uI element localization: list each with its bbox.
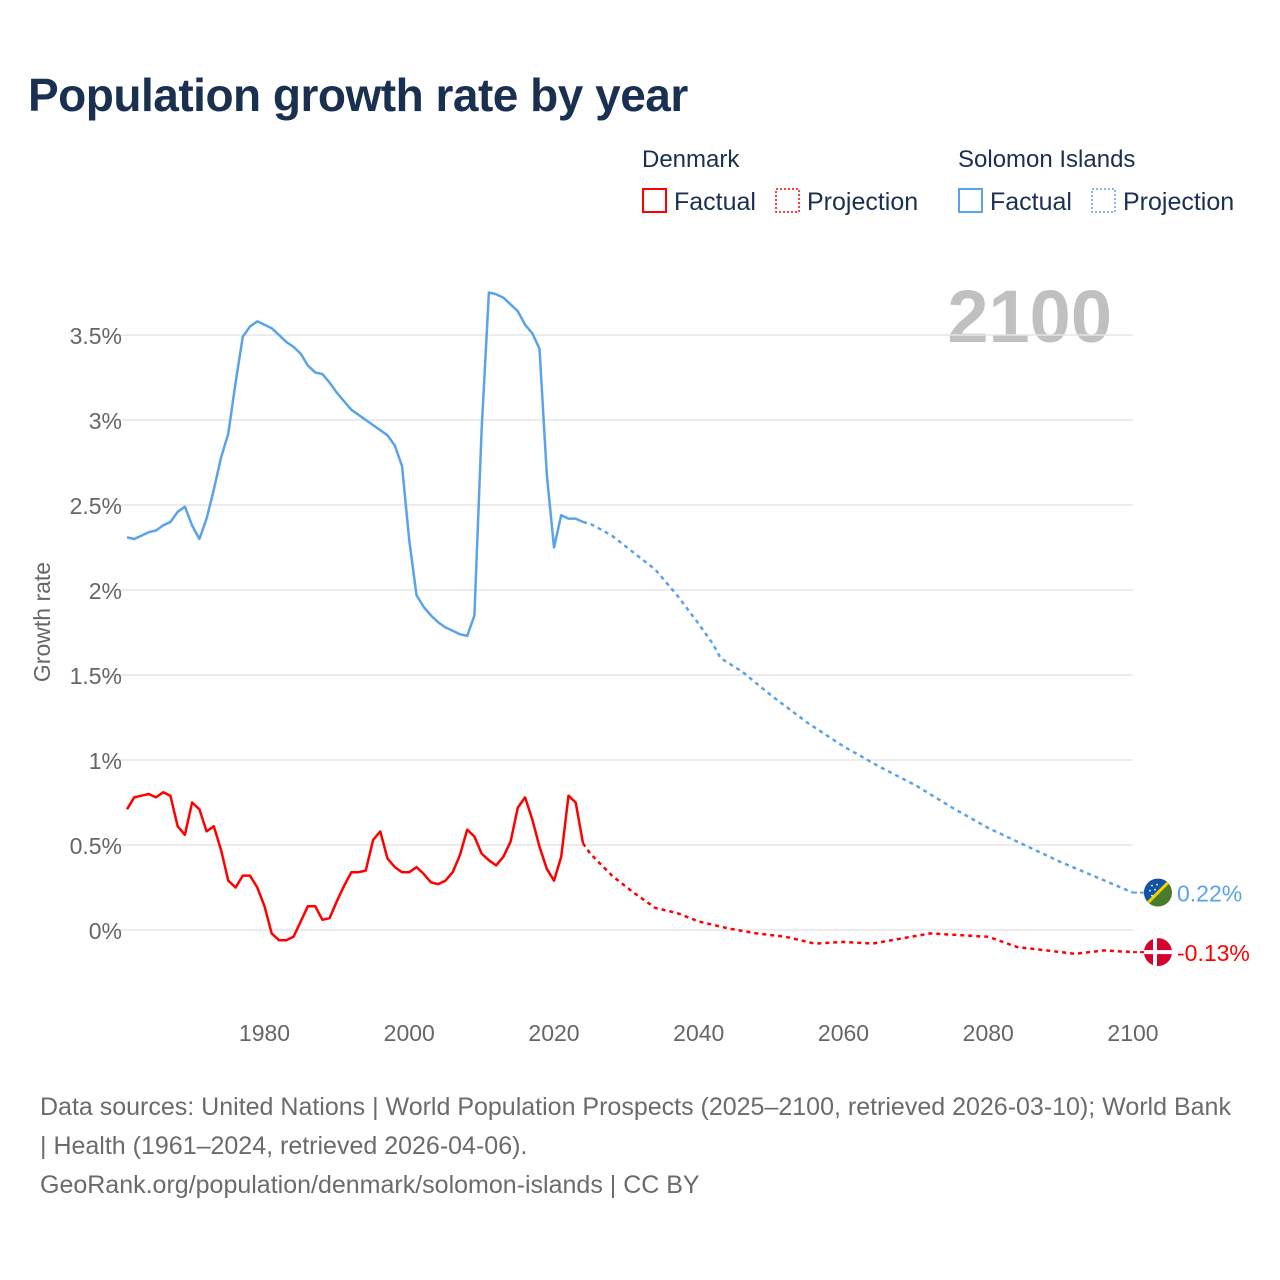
legend-factual-swatch [958, 188, 983, 213]
legend-projection-label[interactable]: Projection [807, 188, 918, 216]
legend-factual-label[interactable]: Factual [990, 188, 1072, 216]
legend-factual-swatch [642, 188, 667, 213]
denmark-factual-line [125, 791, 585, 942]
y-axis-label: Growth rate [29, 562, 55, 682]
solomon-islands-flag-icon [1144, 878, 1172, 907]
chart-title: Population growth rate by year [28, 69, 688, 121]
legend-projection-label[interactable]: Projection [1123, 188, 1234, 216]
denmark-end-value: -0.13% [1177, 940, 1250, 966]
solomon-islands-end-value: 0.22% [1177, 881, 1242, 907]
sources-line-2[interactable]: GeoRank.org/population/denmark/solomon-i… [40, 1171, 700, 1199]
legend-projection-swatch [1091, 188, 1116, 213]
y-tick-label: 3% [89, 408, 122, 434]
x-tick-label: 2020 [528, 1020, 579, 1046]
denmark-flag-icon [1144, 938, 1172, 967]
y-tick-label: 0% [89, 918, 122, 944]
sources: Data sources: United Nations | World Pop… [40, 1088, 1240, 1205]
year-label: 2100 [947, 275, 1112, 358]
sources-line-1: Data sources: United Nations | World Pop… [40, 1093, 1231, 1160]
y-tick-label: 2.5% [70, 493, 122, 519]
x-tick-label: 1980 [239, 1020, 290, 1046]
legend-group-denmark: Denmark [642, 146, 740, 173]
solomon-islands-projection-line [582, 520, 1134, 894]
y-tick-label: 0.5% [70, 833, 122, 859]
x-tick-label: 2100 [1107, 1020, 1158, 1046]
x-tick-label: 2040 [673, 1020, 724, 1046]
legend-group-solomon-islands: Solomon Islands [958, 146, 1135, 173]
x-tick-label: 2080 [963, 1020, 1014, 1046]
y-tick-label: 3.5% [70, 323, 122, 349]
y-tick-label: 1% [89, 748, 122, 774]
legend-projection-swatch [775, 188, 800, 213]
legend: Denmark Factual Projection Solomon Islands F… [642, 146, 1234, 216]
x-tick-label: 2000 [384, 1020, 435, 1046]
x-tick-label: 2060 [818, 1020, 869, 1046]
legend-factual-label[interactable]: Factual [674, 188, 756, 216]
y-tick-label: 1.5% [70, 663, 122, 689]
denmark-projection-line [581, 842, 1134, 956]
y-tick-label: 2% [89, 578, 122, 604]
solomon-islands-factual-line [126, 291, 584, 638]
